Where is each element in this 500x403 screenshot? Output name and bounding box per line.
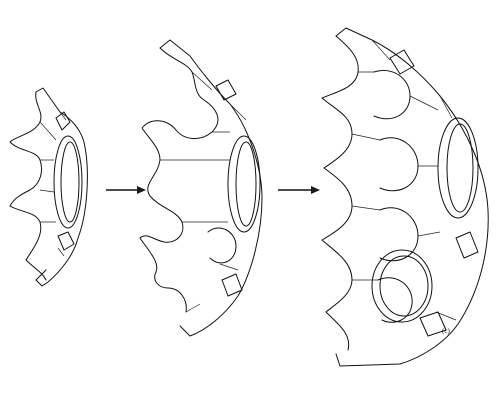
arrow-right-icon	[106, 186, 146, 194]
stage-medium-lower-ring	[207, 227, 237, 264]
stage-large-lower-ring-inner	[379, 255, 429, 317]
stage-medium	[139, 39, 263, 337]
arrow-right-icon	[278, 186, 320, 194]
stage-medium-outer-arc	[159, 39, 263, 337]
stage-medium-ring-outer	[227, 135, 261, 233]
stage-large-lobes	[321, 35, 359, 351]
stage-medium-lobes	[139, 47, 219, 313]
stage-small-seams	[39, 111, 67, 257]
stage-medium-flap-top	[215, 79, 237, 101]
stage-large-flap-right	[455, 231, 479, 259]
stage-small-flap-top	[55, 111, 71, 131]
stage-small-lobes	[9, 91, 47, 281]
stage-medium-seams	[160, 71, 247, 313]
stage-large-ring-inner	[446, 123, 474, 213]
stage-large-flap-bottom	[419, 311, 447, 337]
stage-large-inner-lobes	[373, 70, 419, 323]
stage-large-seams	[351, 39, 457, 321]
stage-small-ring-outer	[53, 135, 83, 229]
stage-small-flap-bottom	[57, 231, 75, 251]
panel-label: (c)	[442, 327, 450, 335]
stage-large-ring-outer	[437, 117, 479, 219]
stage-large	[321, 27, 489, 367]
stage-small-ring-inner	[60, 141, 80, 223]
stage-small-outer-arc	[35, 87, 88, 287]
stage-large-flap-top	[389, 49, 415, 75]
stage-large-outer-arc	[335, 27, 489, 367]
stage-medium-flap-bottom	[221, 273, 243, 297]
stage-small	[9, 87, 88, 287]
stage-medium-ring-inner	[235, 141, 257, 227]
stage-large-lower-ring-outer	[371, 249, 433, 323]
